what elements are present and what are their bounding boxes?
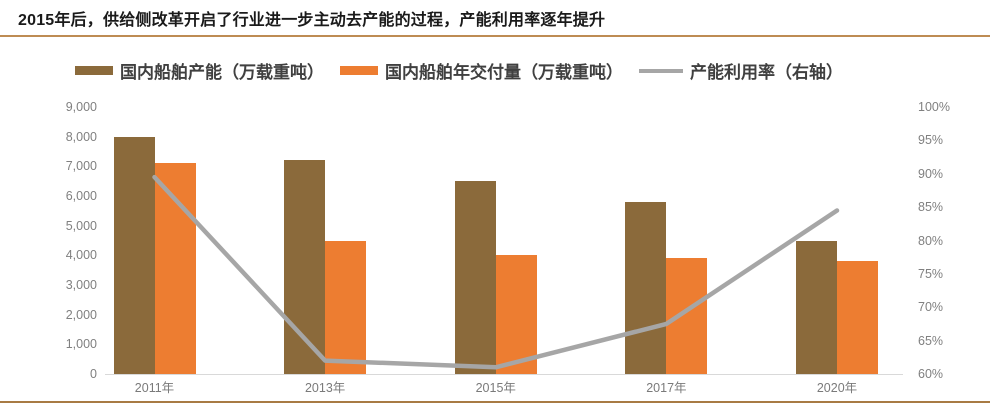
bar-delivery-2013年 (325, 240, 367, 374)
right-axis-tick: 90% (918, 166, 944, 181)
bar-capacity-2015年 (454, 181, 496, 374)
right-axis-tick: 80% (918, 233, 944, 248)
bar-capacity-2020年 (796, 240, 837, 374)
bottom-divider (0, 401, 990, 403)
x-axis-label: 2013年 (304, 381, 346, 395)
legend-item-utilization: 产能利用率（右轴） (639, 58, 843, 83)
x-axis-label: 2015年 (475, 381, 516, 395)
x-axis-label: 2017年 (646, 381, 687, 395)
left-axis-tick: 8,000 (65, 129, 97, 144)
right-axis-tick: 60% (918, 367, 944, 381)
left-axis-tick: 0 (90, 367, 97, 381)
right-axis-tick: 65% (918, 333, 944, 348)
bar-capacity-2017年 (625, 201, 667, 374)
bar-delivery-2020年 (837, 261, 878, 374)
delivery-bar-swatch (340, 66, 378, 75)
left-axis-tick: 9,000 (65, 100, 97, 114)
title-divider (0, 35, 990, 37)
bar-delivery-2015年 (495, 255, 537, 374)
utilization-line-swatch (639, 68, 683, 73)
right-axis-tick: 85% (918, 200, 944, 215)
bar-capacity-2011年 (113, 136, 155, 374)
x-axis-label: 2011年 (134, 381, 175, 395)
legend-item-delivery: 国内船舶年交付量（万载重吨） (340, 58, 623, 83)
left-axis-tick: 3,000 (65, 278, 97, 292)
capacity-bar-swatch (75, 66, 113, 75)
figure-title: 2015年后，供给侧改革开启了行业进一步主动去产能的过程，产能利用率逐年提升 (18, 12, 606, 29)
legend-item-capacity: 国内船舶产能（万载重吨） (75, 58, 324, 83)
bar-delivery-2017年 (666, 258, 708, 374)
x-axis-line (105, 374, 903, 375)
legend-label-capacity: 国内船舶产能（万载重吨） (120, 63, 324, 82)
chart-legend: 国内船舶产能（万载重吨） 国内船舶年交付量（万载重吨） 产能利用率（右轴） (75, 58, 843, 83)
left-axis-tick: 5,000 (65, 218, 97, 233)
legend-label-utilization: 产能利用率（右轴） (690, 63, 843, 82)
x-axis-label: 2020年 (816, 381, 858, 395)
left-axis-tick: 6,000 (65, 189, 97, 203)
legend-label-delivery: 国内船舶年交付量（万载重吨） (385, 63, 623, 82)
right-axis-tick: 70% (918, 300, 944, 315)
left-axis-tick: 1,000 (65, 337, 97, 352)
right-axis-tick: 100% (918, 100, 950, 114)
right-axis-tick: 75% (918, 266, 944, 281)
left-axis-tick: 7,000 (65, 159, 97, 174)
left-axis-tick: 4,000 (65, 248, 97, 263)
left-axis-tick: 2,000 (65, 307, 97, 322)
right-axis-tick: 95% (918, 133, 944, 148)
